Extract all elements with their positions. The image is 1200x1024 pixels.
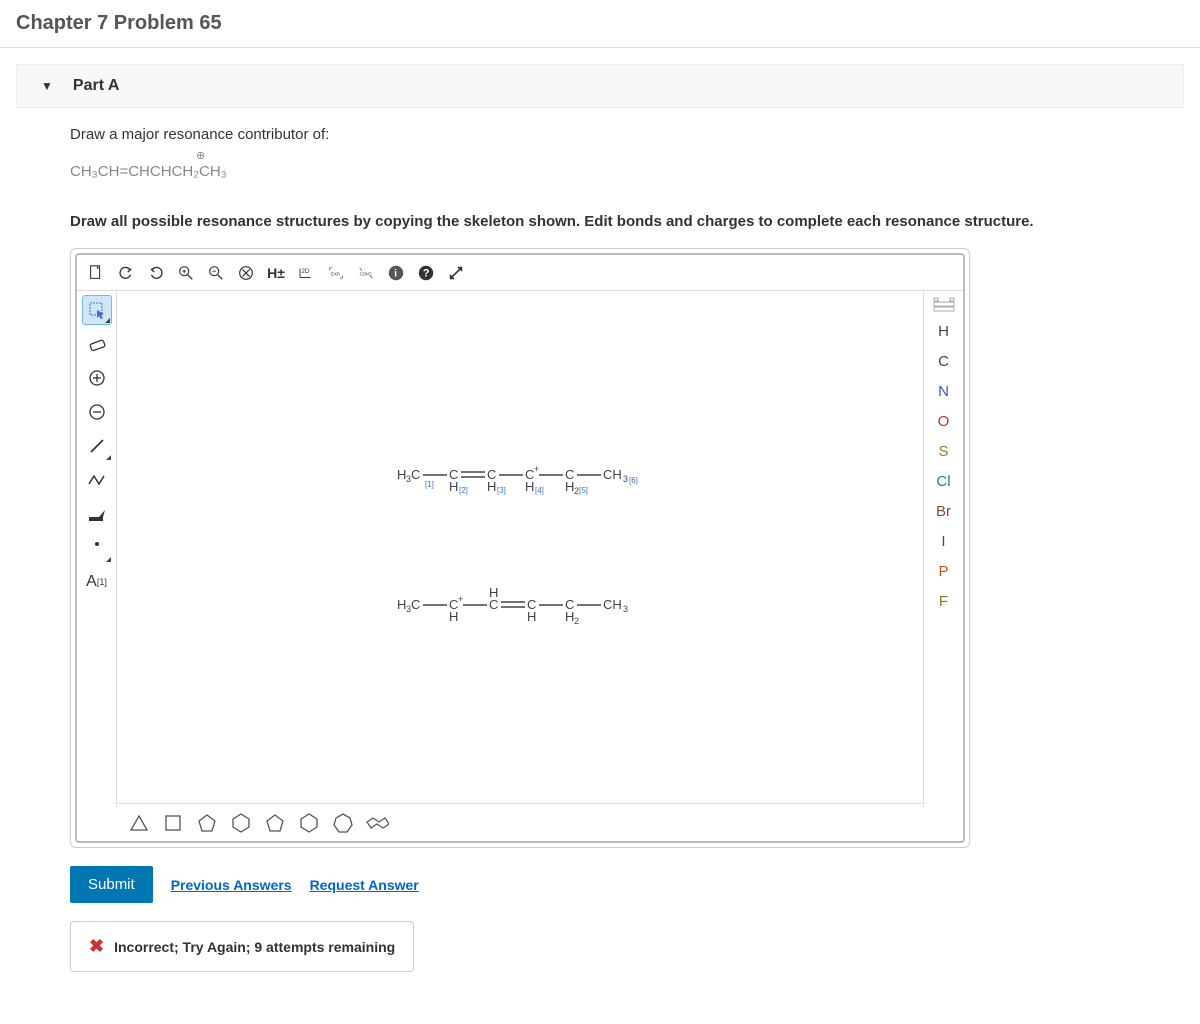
svg-text:+: +: [534, 464, 539, 474]
submit-button[interactable]: Submit: [70, 866, 153, 903]
editor-container: H± 2D EXP. CONT. i ? A[1] H C N O: [70, 248, 970, 848]
toolbar-top: H± 2D EXP. CONT. i ?: [77, 255, 963, 291]
element-f[interactable]: F: [929, 587, 959, 615]
collapse-icon: ▼: [41, 79, 53, 93]
element-o[interactable]: O: [929, 407, 959, 435]
svg-text:CH: CH: [603, 467, 622, 482]
svg-text:H: H: [449, 609, 458, 624]
svg-text:2D: 2D: [302, 269, 310, 275]
charge-symbol: ⊕: [196, 149, 205, 162]
part-header[interactable]: ▼ Part A: [16, 64, 1184, 108]
toolbar-bottom: [117, 803, 923, 841]
pentagon-ring[interactable]: [195, 811, 219, 835]
element-c[interactable]: C: [929, 347, 959, 375]
pentagon2-ring[interactable]: [263, 811, 287, 835]
feedback-text: Incorrect; Try Again; 9 attempts remaini…: [114, 939, 395, 955]
svg-text:i: i: [394, 268, 397, 279]
exp-button[interactable]: EXP.: [323, 260, 349, 286]
action-row: Submit Previous Answers Request Answer: [70, 866, 1130, 903]
svg-text:[4]: [4]: [535, 486, 544, 495]
svg-text:H: H: [397, 597, 406, 612]
part-label: Part A: [73, 77, 120, 95]
toolbar-right: H C N O S Cl Br I P F: [923, 291, 963, 807]
element-s[interactable]: S: [929, 437, 959, 465]
info-button[interactable]: i: [383, 260, 409, 286]
undo-button[interactable]: [113, 260, 139, 286]
prompt-text-1: Draw a major resonance contributor of:: [70, 126, 1130, 143]
formula-main: CH₃CH=CHCHCH₂CH₃: [70, 163, 227, 180]
drawing-canvas[interactable]: H3C C C C+ C CH3 [1] H[2] H[3] H[4]: [117, 291, 923, 803]
fullscreen-button[interactable]: [443, 260, 469, 286]
toolbar-left: A[1]: [77, 291, 117, 807]
zoom-out-button[interactable]: [203, 260, 229, 286]
svg-text:H: H: [449, 479, 458, 494]
single-bond-tool[interactable]: [82, 431, 112, 461]
svg-text:3: 3: [623, 474, 628, 484]
plus-charge-tool[interactable]: [82, 363, 112, 393]
element-i[interactable]: I: [929, 527, 959, 555]
svg-text:[1]: [1]: [425, 480, 434, 489]
periodic-table-button[interactable]: [931, 295, 957, 315]
prompt-text-2: Draw all possible resonance structures b…: [70, 213, 1130, 230]
new-doc-button[interactable]: [83, 260, 109, 286]
chair-ring[interactable]: [365, 811, 389, 835]
feedback-box: ✖ Incorrect; Try Again; 9 attempts remai…: [70, 921, 414, 972]
svg-text:[2]: [2]: [459, 486, 468, 495]
svg-text:3: 3: [623, 604, 628, 614]
svg-text:H: H: [397, 467, 406, 482]
h-toggle-button[interactable]: H±: [263, 260, 289, 286]
atom-map-tool[interactable]: A[1]: [82, 567, 112, 597]
svg-text:+: +: [458, 594, 463, 604]
svg-text:H: H: [487, 479, 496, 494]
view-2d-button[interactable]: 2D: [293, 260, 319, 286]
minus-charge-tool[interactable]: [82, 397, 112, 427]
delete-button[interactable]: [233, 260, 259, 286]
square-ring[interactable]: [161, 811, 185, 835]
redo-button[interactable]: [143, 260, 169, 286]
svg-text:H: H: [565, 479, 574, 494]
element-cl[interactable]: Cl: [929, 467, 959, 495]
molecule-1[interactable]: H3C C C C+ C CH3 [1] H[2] H[3] H[4]: [397, 461, 697, 504]
editor-box: H± 2D EXP. CONT. i ? A[1] H C N O: [75, 253, 965, 843]
formula: ⊕ CH₃CH=CHCHCH₂CH₃: [70, 151, 1130, 191]
wedge-tool[interactable]: [82, 499, 112, 529]
hexagon2-ring[interactable]: [297, 811, 321, 835]
chain-tool[interactable]: [82, 465, 112, 495]
radical-tool[interactable]: [82, 533, 112, 563]
svg-text:C: C: [411, 467, 420, 482]
molecule-2[interactable]: H3C C+ H C C C CH3 H H H2: [397, 581, 697, 634]
help-button[interactable]: ?: [413, 260, 439, 286]
cont-button[interactable]: CONT.: [353, 260, 379, 286]
svg-text:C: C: [411, 597, 420, 612]
element-n[interactable]: N: [929, 377, 959, 405]
svg-text:?: ?: [423, 267, 430, 279]
svg-text:2: 2: [574, 616, 579, 626]
svg-text:H: H: [525, 479, 534, 494]
request-answer-link[interactable]: Request Answer: [310, 877, 419, 893]
hexagon-ring[interactable]: [229, 811, 253, 835]
element-br[interactable]: Br: [929, 497, 959, 525]
select-tool[interactable]: [82, 295, 112, 325]
heptagon-ring[interactable]: [331, 811, 355, 835]
svg-text:H: H: [527, 609, 536, 624]
element-h[interactable]: H: [929, 317, 959, 345]
zoom-in-button[interactable]: [173, 260, 199, 286]
element-p[interactable]: P: [929, 557, 959, 585]
svg-text:CONT.: CONT.: [360, 271, 372, 276]
svg-text:[6]: [6]: [629, 476, 638, 485]
svg-text:[5]: [5]: [579, 486, 588, 495]
svg-text:CH: CH: [603, 597, 622, 612]
triangle-ring[interactable]: [127, 811, 151, 835]
svg-text:EXP.: EXP.: [331, 271, 341, 276]
page-title: Chapter 7 Problem 65: [0, 0, 1200, 48]
incorrect-icon: ✖: [89, 936, 104, 957]
svg-text:H: H: [565, 609, 574, 624]
previous-answers-link[interactable]: Previous Answers: [171, 877, 292, 893]
erase-tool[interactable]: [82, 329, 112, 359]
svg-text:[3]: [3]: [497, 486, 506, 495]
svg-text:C: C: [489, 597, 498, 612]
